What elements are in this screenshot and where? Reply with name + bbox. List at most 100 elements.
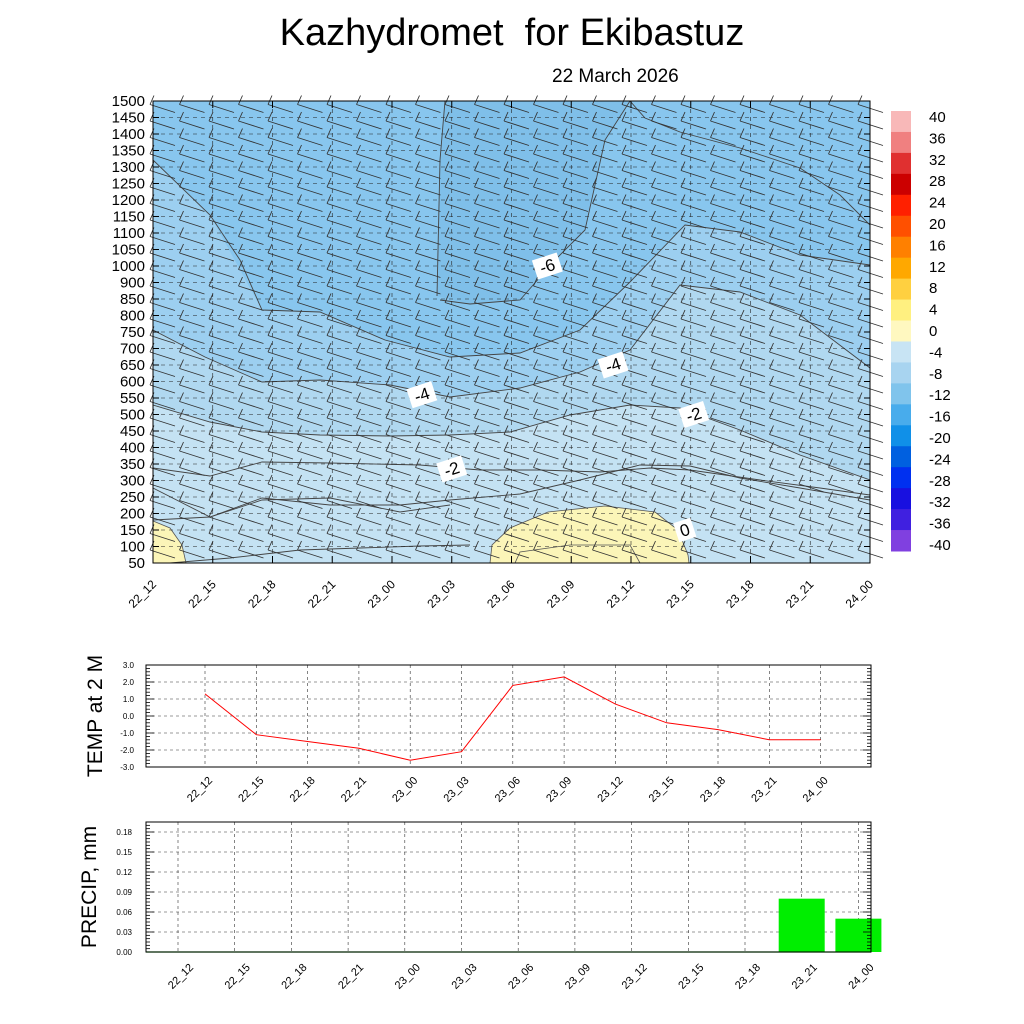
- temperature-panel: 3.0 2.0 1.0 0.0 -1.0 -2.0 -3.0 22_12 22_15 22_18 2…: [84, 655, 872, 805]
- wind-barb: [267, 326, 294, 344]
- wind-barb: [562, 128, 589, 146]
- wind-barb: [739, 507, 766, 526]
- wind-barb: [651, 491, 677, 509]
- x-tick-label: 23_15: [676, 962, 706, 992]
- wind-barb: [208, 227, 235, 245]
- wind-barb: [651, 540, 677, 559]
- wind-barb: [828, 227, 854, 245]
- wind-barbs: [149, 95, 884, 559]
- wind-barb: [356, 243, 382, 262]
- wind-barb: [179, 309, 205, 328]
- wind-barb: [798, 375, 825, 394]
- wind-barb: [326, 210, 353, 229]
- colorbar-swatch: [891, 341, 911, 363]
- wind-barb: [238, 260, 264, 278]
- x-tick-label: 22_18: [279, 962, 309, 992]
- wind-barb: [267, 441, 294, 460]
- wind-barb: [828, 161, 854, 179]
- wind-barb: [828, 392, 854, 410]
- wind-barb: [326, 359, 353, 377]
- wind-barb: [474, 95, 500, 113]
- wind-barb: [179, 524, 205, 542]
- wind-barb: [474, 326, 500, 344]
- wind-barb: [385, 408, 412, 427]
- wind-barb: [739, 359, 766, 377]
- wind-barb: [798, 425, 825, 443]
- colorbar-swatch: [891, 131, 911, 154]
- wind-barb: [297, 194, 323, 212]
- colorbar-label: 40: [929, 109, 946, 126]
- wind-barb: [238, 392, 264, 410]
- colorbar-swatch: [891, 152, 911, 175]
- wind-barb: [474, 359, 500, 377]
- wind-barb: [828, 491, 854, 509]
- wind-barb: [828, 194, 854, 212]
- wind-barb: [503, 342, 530, 361]
- wind-barb: [356, 210, 382, 229]
- y-tick-label: 500: [120, 407, 145, 424]
- wind-barb: [533, 507, 559, 526]
- wind-barb: [769, 227, 795, 245]
- wind-barb: [562, 243, 589, 262]
- wind-barb: [798, 144, 825, 163]
- wind-barb: [208, 144, 235, 163]
- x-tick-label: 23_18: [723, 577, 757, 611]
- wind-barb: [828, 326, 854, 344]
- wind-barb: [267, 161, 294, 179]
- wind-barb: [798, 524, 825, 542]
- wind-barb: [385, 260, 412, 278]
- wind-barb: [562, 161, 589, 179]
- contour-label-box: [436, 455, 468, 483]
- colorbar-label: -20: [929, 430, 951, 447]
- wind-barb: [444, 540, 471, 559]
- colorbar-swatch: [891, 362, 911, 384]
- wind-barb: [208, 128, 235, 146]
- y-tick-label: 650: [120, 357, 145, 374]
- wind-barb: [651, 392, 677, 410]
- wind-barb: [297, 293, 323, 311]
- wind-barb: [238, 408, 264, 427]
- wind-barb: [651, 276, 677, 295]
- wind-barb: [356, 276, 382, 295]
- wind-barb: [326, 293, 353, 311]
- colorbar-swatch: [891, 467, 911, 489]
- wind-barb: [474, 441, 500, 460]
- wind-barb: [621, 392, 648, 410]
- wind-barb: [769, 177, 795, 196]
- wind-barb: [769, 243, 795, 262]
- wind-barb: [297, 524, 323, 542]
- wind-barb: [326, 227, 353, 245]
- wind-barb: [474, 293, 500, 311]
- wind-barb: [562, 177, 589, 196]
- wind-barb: [238, 95, 264, 113]
- wind-barb: [621, 491, 648, 509]
- wind-barb: [238, 161, 264, 179]
- wind-barb: [444, 375, 471, 394]
- wind-barb: [385, 507, 412, 526]
- wind-barb: [326, 441, 353, 460]
- wind-barb: [238, 276, 264, 295]
- wind-barb: [562, 326, 589, 344]
- wind-barb: [503, 375, 530, 394]
- wind-barb: [297, 309, 323, 328]
- wind-barb: [415, 177, 441, 196]
- wind-barb: [592, 524, 618, 542]
- wind-barb: [621, 210, 648, 229]
- wind-barb: [474, 425, 500, 443]
- wind-barb: [592, 260, 618, 278]
- wind-barb: [798, 309, 825, 328]
- y-tick-label: 1500: [112, 93, 145, 110]
- wind-barb: [710, 458, 736, 476]
- wind-barb: [503, 540, 530, 559]
- wind-barb: [415, 194, 441, 212]
- wind-barb: [356, 326, 382, 344]
- wind-barb: [356, 474, 382, 493]
- y-tick-label: 1.0: [123, 695, 135, 704]
- y-tick-label: 750: [120, 324, 145, 341]
- y-tick-label: 1400: [112, 126, 145, 143]
- wind-barb: [503, 210, 530, 229]
- wind-barb: [326, 474, 353, 493]
- wind-barb: [385, 95, 412, 113]
- wind-barb: [208, 359, 235, 377]
